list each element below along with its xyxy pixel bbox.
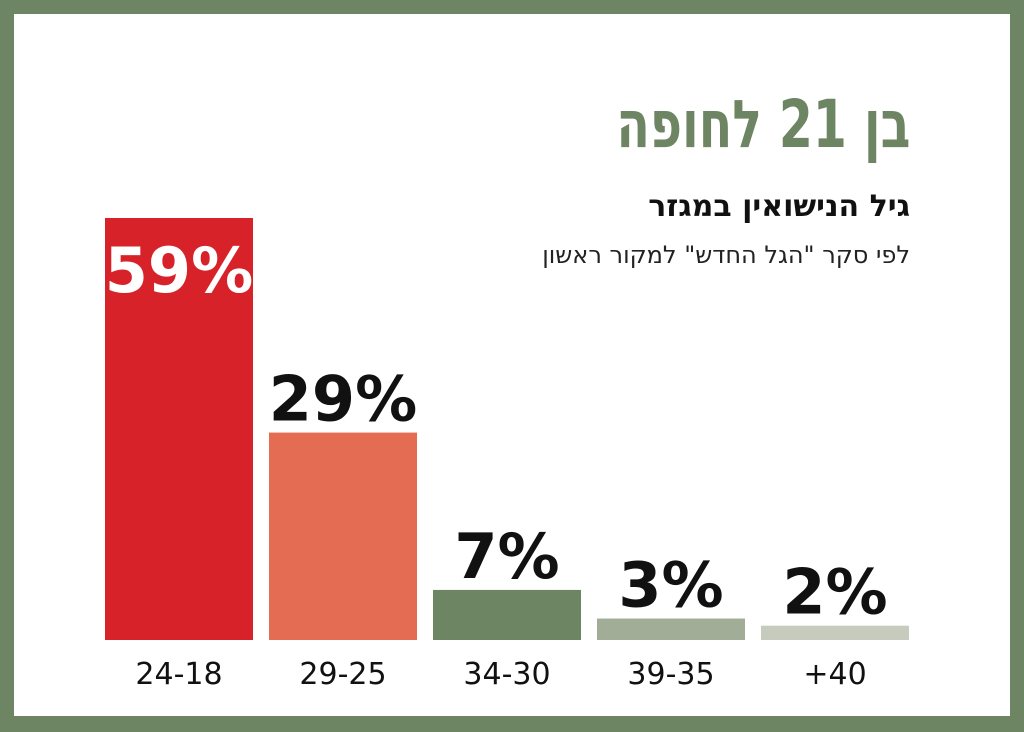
value-labels-group: 59%29% 7% 3% 2% [105, 234, 888, 629]
bar-24-18 [105, 218, 253, 640]
chart-subtitle: גיל הנישואין במגזר [648, 189, 910, 224]
category-labels-group: 24-18 29-25 34-30 39-35 +40 [135, 657, 866, 692]
bar-+40 [761, 625, 909, 640]
bar-29-25 [269, 432, 417, 640]
category-label-24-18: 24-18 [135, 657, 222, 692]
bar-39-35 [597, 618, 745, 640]
value-label-34-30: 7% [454, 520, 559, 593]
chart-title: בן 21 לחופה [615, 86, 910, 163]
category-label-39-35: 39-35 [627, 657, 714, 692]
category-label-29-25: 29-25 [299, 657, 386, 692]
category-label-34-30: 34-30 [463, 657, 550, 692]
category-label-+40: +40 [803, 657, 866, 692]
bars-group [105, 218, 909, 640]
value-label-29-25: 29% [269, 363, 417, 436]
value-label-+40: 2% [782, 556, 887, 629]
chart-source-note: לפי סקר "הגל החדש" למקור ראשון [542, 241, 910, 269]
bar-34-30 [433, 589, 581, 640]
value-label-39-35: 3% [618, 549, 723, 622]
value-label-24-18: 59% [105, 234, 253, 307]
